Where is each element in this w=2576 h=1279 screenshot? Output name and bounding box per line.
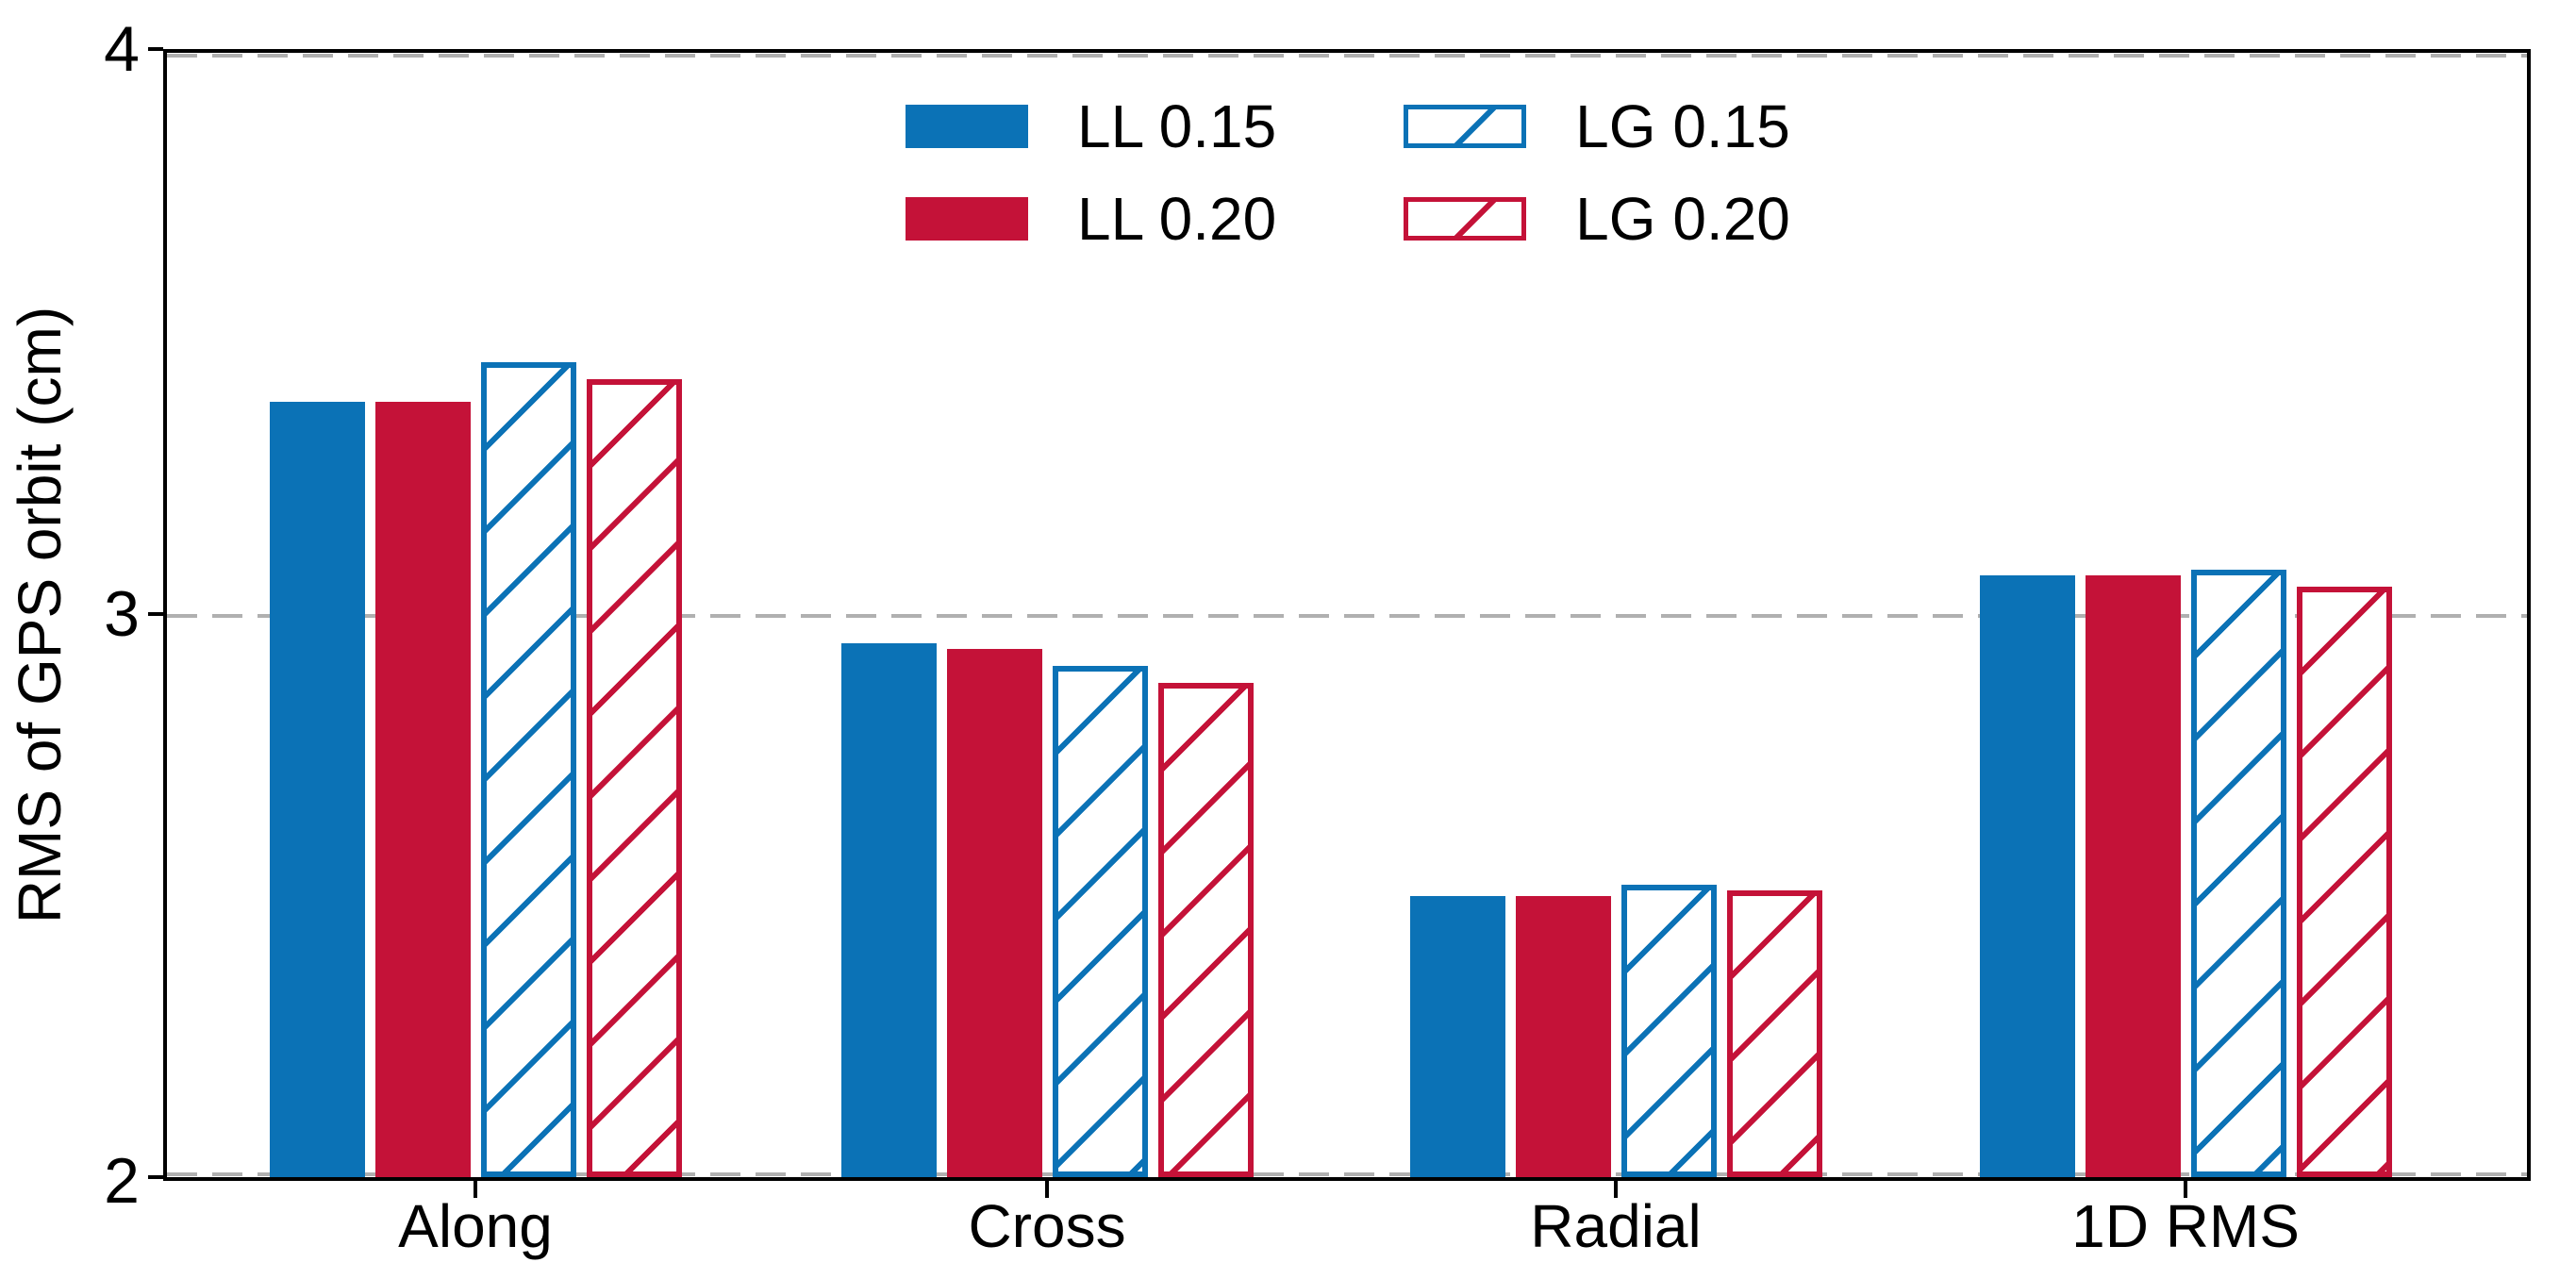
y-tick-mark-3: [148, 612, 163, 616]
legend-swatch-ll-020: [906, 197, 1028, 241]
legend-item-ll-020: LL 0.20: [906, 185, 1277, 253]
y-tick-mark-2: [148, 1175, 163, 1179]
bar-group-along: [269, 362, 682, 1177]
y-tick-label-2: 2: [104, 1145, 140, 1217]
y-tick-label-4: 4: [104, 13, 140, 85]
bar-lg-0-15-along: [480, 362, 576, 1177]
legend-label-lg-020: LG 0.20: [1575, 185, 1790, 253]
legend-swatch-lg-015: [1404, 105, 1527, 148]
gridline-y4: [167, 54, 2527, 58]
plot-area: LL 0.15 LG 0.15 LL 0.20 LG 0.20: [163, 49, 2531, 1181]
legend-swatch-ll-015: [906, 105, 1028, 148]
bar-group-cross: [840, 643, 1254, 1177]
bar-lg-0-15-radial: [1620, 885, 1717, 1177]
legend-label-lg-015: LG 0.15: [1575, 92, 1790, 160]
y-tick-label-3: 3: [104, 578, 140, 650]
bar-lg-0-20-radial: [1726, 890, 1822, 1177]
bar-ll-0-15-1d-rms: [1979, 575, 2075, 1177]
bar-ll-0-15-along: [269, 402, 365, 1177]
bar-ll-0-20-radial: [1515, 896, 1611, 1177]
bar-ll-0-15-cross: [840, 643, 937, 1177]
bar-group-radial: [1409, 885, 1822, 1177]
bar-group-1d-rms: [1979, 570, 2392, 1177]
bar-ll-0-20-cross: [946, 649, 1042, 1177]
y-tick-mark-4: [148, 47, 163, 51]
x-tick-label-radial: Radial: [1530, 1192, 1702, 1260]
x-tick-label-1d-rms: 1D RMS: [2071, 1192, 2300, 1260]
bar-lg-0-20-1d-rms: [2296, 587, 2392, 1177]
legend-label-ll-020: LL 0.20: [1077, 185, 1277, 253]
legend-item-lg-020: LG 0.20: [1404, 185, 1790, 253]
bar-ll-0-20-1d-rms: [2085, 575, 2181, 1177]
legend-swatch-lg-020: [1404, 197, 1527, 241]
x-tick-mark-1drms: [2184, 1181, 2187, 1198]
legend-item-ll-015: LL 0.15: [906, 92, 1277, 160]
bar-lg-0-20-cross: [1157, 683, 1254, 1177]
gridline-y2: [167, 1172, 2527, 1176]
gridline-y3: [167, 614, 2527, 618]
legend: LL 0.15 LG 0.15 LL 0.20 LG 0.20: [906, 92, 1790, 253]
bar-lg-0-15-1d-rms: [2190, 570, 2286, 1177]
legend-label-ll-015: LL 0.15: [1077, 92, 1277, 160]
x-tick-mark-along: [474, 1181, 477, 1198]
legend-item-lg-015: LG 0.15: [1404, 92, 1790, 160]
x-tick-label-cross: Cross: [968, 1192, 1126, 1260]
bar-ll-0-20-along: [374, 402, 471, 1177]
bar-lg-0-20-along: [586, 379, 682, 1177]
bar-ll-0-15-radial: [1409, 896, 1505, 1177]
bar-lg-0-15-cross: [1052, 666, 1148, 1177]
x-tick-mark-radial: [1614, 1181, 1618, 1198]
x-tick-label-along: Along: [398, 1192, 553, 1260]
x-tick-mark-cross: [1045, 1181, 1049, 1198]
